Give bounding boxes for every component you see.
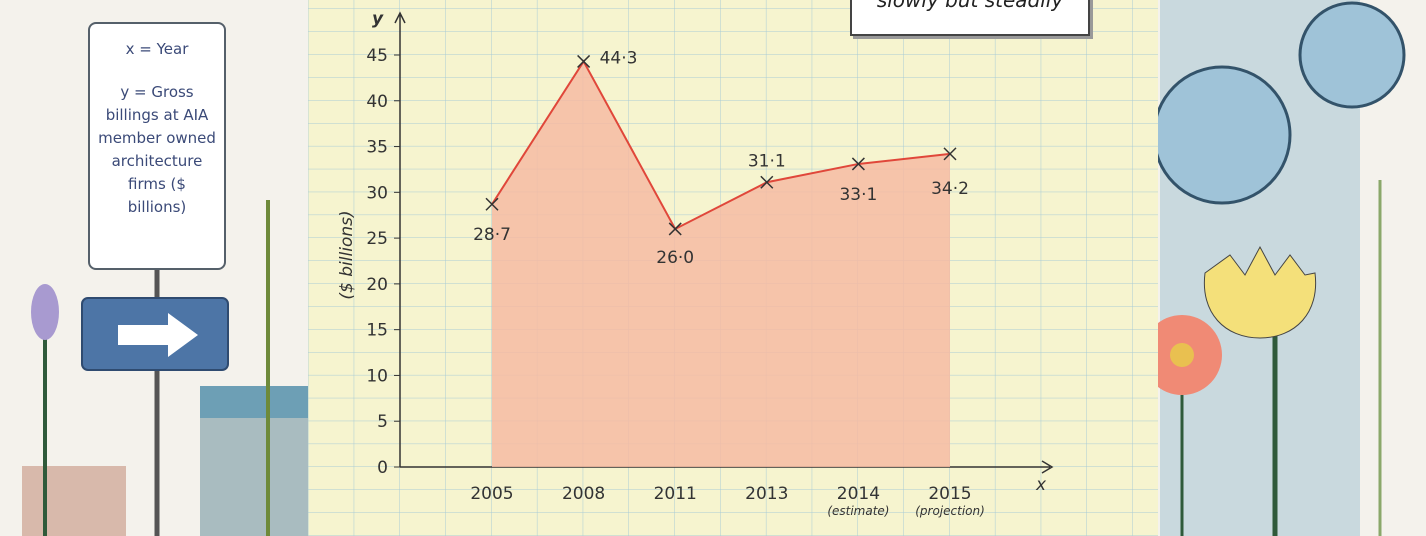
legend-sign: x = Year y = Gross billings at AIA membe… (88, 22, 226, 270)
y-tick-label: 45 (366, 46, 388, 66)
data-label: 28·7 (473, 225, 511, 245)
x-tick-note: (estimate) (827, 504, 889, 518)
x-tick-label: 2011 (654, 484, 697, 504)
building (200, 418, 310, 536)
y-tick-label: 35 (366, 138, 388, 158)
flower (1203, 245, 1317, 339)
y-tick-label: 40 (366, 92, 388, 112)
y-axis (394, 11, 406, 467)
plot: 0 5 10 15 20 25 30 35 40 45 2005 2008 2011 2013 2014(e… (366, 11, 1054, 518)
y-tick-label: 0 (377, 458, 388, 478)
y-axis-title: ($ billions) (337, 210, 357, 299)
sign-y: y = Gross billings at AIA member owned a… (98, 83, 216, 216)
x-tick-label: 2008 (562, 484, 605, 504)
y-tick-label: 20 (366, 275, 388, 295)
point (668, 222, 682, 236)
note: slowly but steadily (850, 0, 1090, 36)
line (491, 59, 951, 231)
x-tick-label: 2005 (470, 484, 513, 504)
sign-x: x = Year (125, 40, 189, 58)
x-axis-letter: x (1035, 475, 1047, 495)
y-tick-label: 30 (366, 183, 388, 203)
point (485, 197, 499, 211)
data-label: 34·2 (931, 179, 969, 199)
point (577, 54, 591, 68)
area (492, 61, 950, 468)
point (943, 147, 957, 161)
data-label: 26·0 (656, 248, 694, 268)
point (760, 175, 774, 189)
flower (31, 284, 59, 340)
data-label: 31·1 (748, 151, 786, 171)
arrow (118, 313, 198, 357)
y-tick-label: 5 (377, 412, 388, 432)
y-tick-label: 25 (366, 229, 388, 249)
point (851, 157, 865, 171)
window (1152, 65, 1292, 205)
window (1298, 1, 1406, 109)
x-tick-label: 2014 (837, 484, 880, 504)
x-tick-label: 2013 (745, 484, 788, 504)
wall (22, 466, 126, 536)
y-tick-label: 15 (366, 321, 388, 341)
roof (200, 386, 310, 418)
y-tick-label: 10 (366, 366, 388, 386)
y-axis-letter: y (372, 9, 384, 29)
x-tick-note: (projection) (915, 504, 985, 518)
data-label: 33·1 (839, 185, 877, 205)
flower-center (1170, 343, 1194, 367)
data-label: 44·3 (600, 48, 638, 68)
x-tick-label: 2015 (928, 484, 971, 504)
